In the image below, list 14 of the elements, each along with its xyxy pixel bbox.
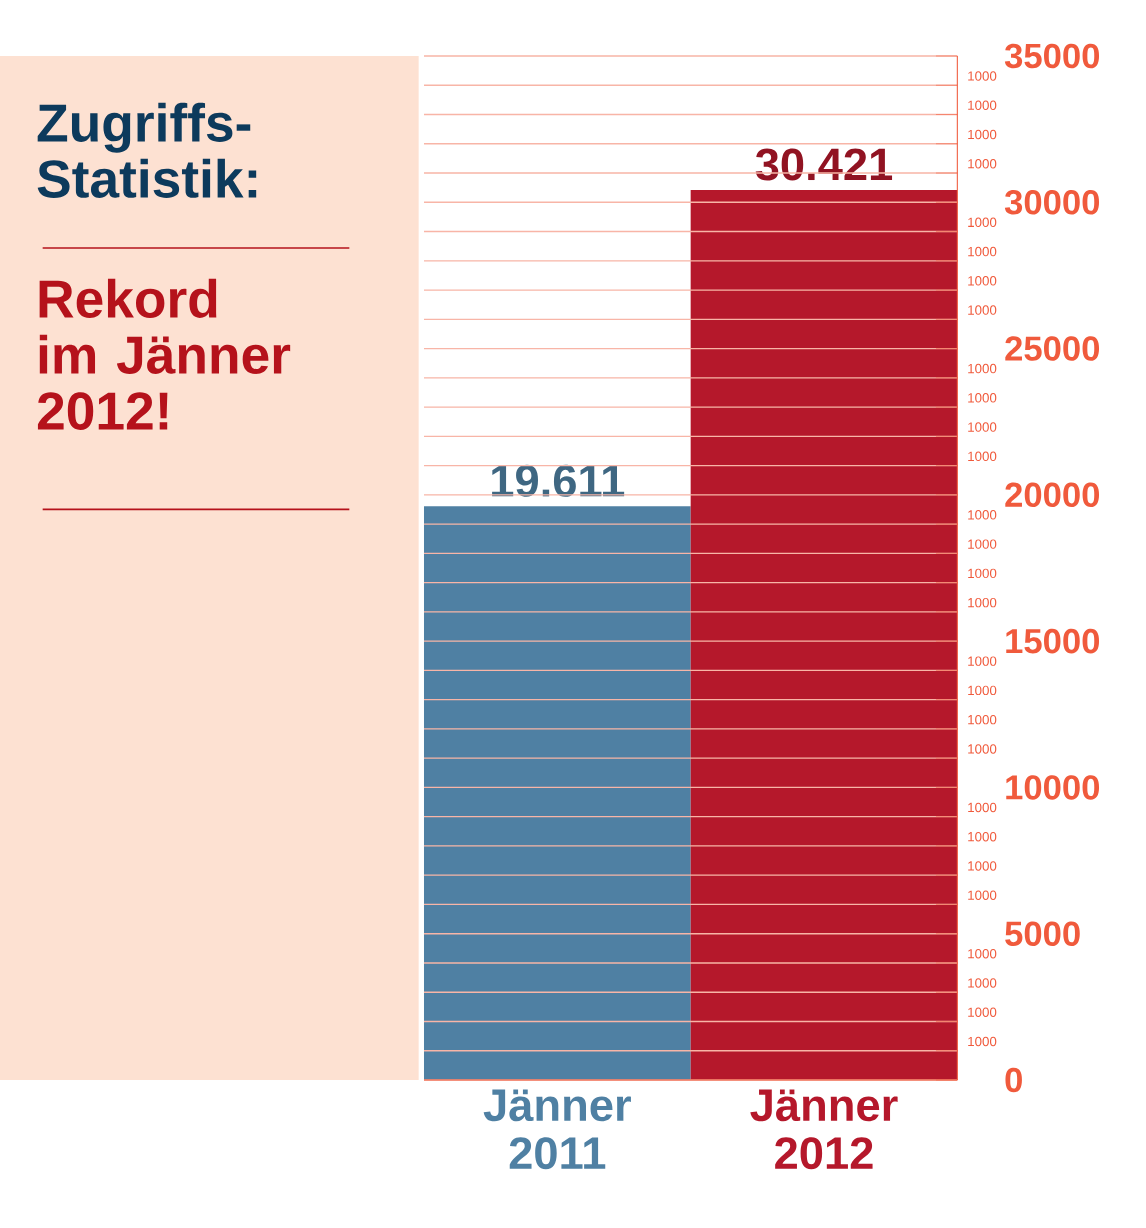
y-tick-label: 35000 — [1004, 43, 1100, 69]
y-tick-label: 20000 — [1005, 482, 1100, 508]
y-tick-label: 25000 — [1005, 336, 1100, 361]
data-label: 19.611 — [492, 464, 625, 497]
y-tick-label: 0 — [1005, 1067, 1022, 1093]
y-tick-label: 15000 — [1006, 628, 1100, 654]
x-tick-label: Jänner 2011 — [483, 1089, 631, 1170]
y-tick-label: 30000 — [1004, 189, 1100, 215]
y-tick-label: 5000 — [1005, 921, 1080, 946]
x-tick-label: Jänner 2012 — [750, 1089, 898, 1170]
y-tick-label: 10000 — [1006, 775, 1100, 800]
data-label: 30.421 — [755, 148, 893, 181]
text: Zugriffs-Statistik: — [37, 102, 257, 198]
text: Rekord im Jänner 2012! — [37, 278, 291, 430]
